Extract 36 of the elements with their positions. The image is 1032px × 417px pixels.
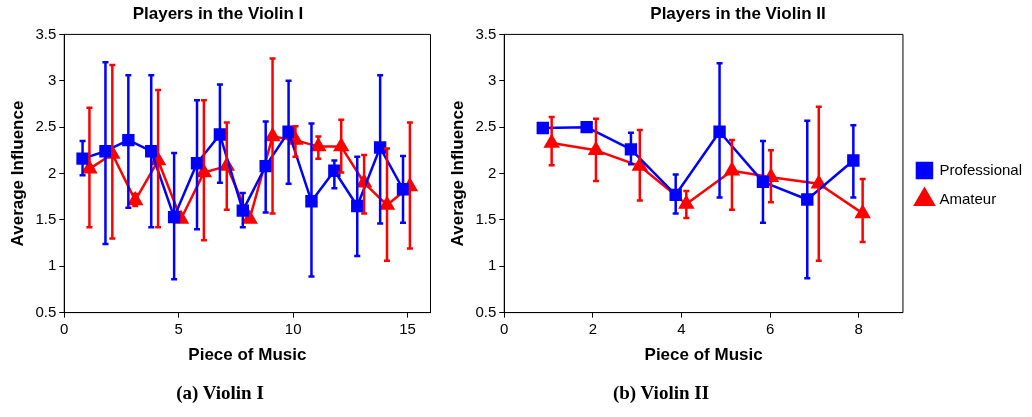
y-tick-label: 2: [487, 163, 497, 181]
y-tick-label: 1.5: [35, 210, 57, 228]
y-tick-label: 2.5: [475, 117, 497, 135]
y-tick-label: 1: [47, 256, 57, 274]
y-tick-label: 1.5: [475, 210, 497, 228]
x-tick-label: 10: [284, 319, 302, 337]
x-tick-label: 6: [765, 319, 775, 337]
x-axis-title: Piece of Music: [188, 345, 307, 365]
x-tick-label: 4: [677, 319, 686, 337]
text: (b) Violin II: [611, 382, 711, 404]
y-axis-title: Average Influence: [447, 100, 467, 247]
x-axis-title: Piece of Music: [644, 345, 763, 365]
x-tick-label: 0: [60, 319, 69, 337]
legend-label: Amateur: [939, 189, 997, 207]
x-tick-label: 0: [500, 319, 509, 337]
y-tick-label: 0.5: [475, 302, 497, 320]
y-tick-label: 2.5: [35, 117, 57, 135]
y-tick-label: 3: [487, 70, 497, 88]
chart-title: Players in the Violin II: [650, 3, 826, 23]
point: [536, 121, 549, 135]
y-axis-title: Average Influence: [7, 100, 27, 247]
y-tick-label: 1: [487, 256, 497, 274]
y-tick-label: 0.5: [35, 302, 57, 320]
y-tick-label: 3.5: [475, 24, 497, 42]
y-tick-label: 2: [47, 163, 57, 181]
x-tick-label: 15: [399, 319, 416, 337]
point: [242, 210, 257, 224]
legend-label: Professional: [939, 160, 1022, 178]
x-tick-label: 8: [854, 319, 863, 337]
x-tick-label: 2: [588, 319, 598, 337]
y-tick-label: 3: [47, 70, 57, 88]
chart-title: Players in the Violin I: [132, 3, 304, 23]
point: [580, 120, 593, 134]
x-tick-label: 5: [174, 319, 183, 337]
text: (a) Violin I: [175, 382, 265, 404]
y-tick-label: 3.5: [35, 24, 57, 42]
